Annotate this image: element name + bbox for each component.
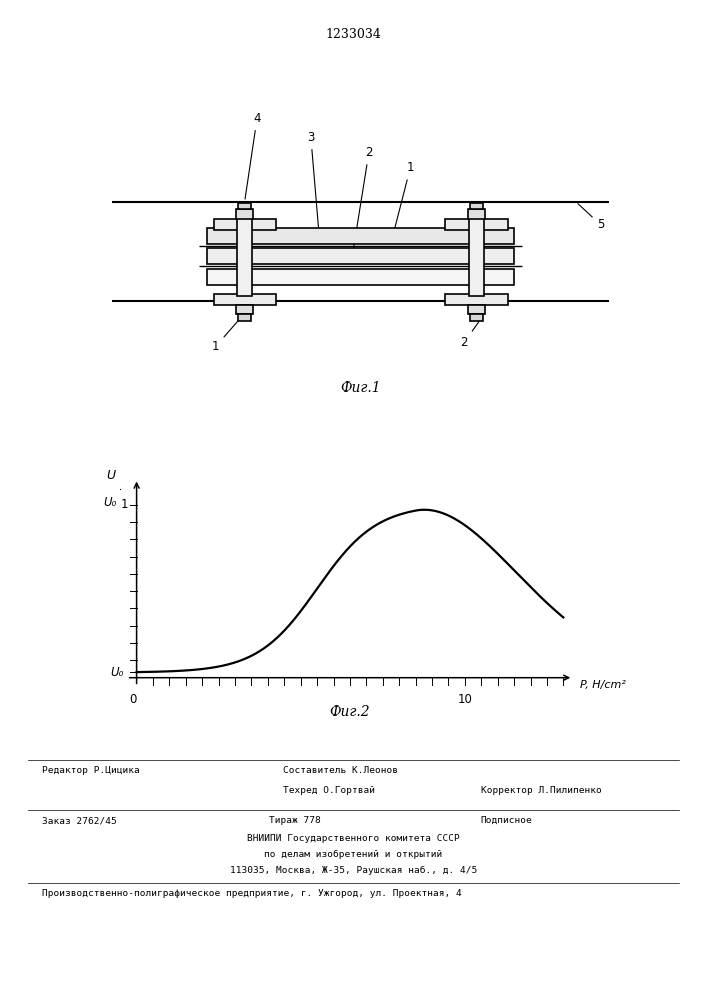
Text: U₀: U₀ bbox=[104, 496, 117, 509]
Text: Редактор Р.Цицика: Редактор Р.Цицика bbox=[42, 766, 140, 775]
Text: Производственно-полиграфическое предприятие, г. Ужгород, ул. Проектная, 4: Производственно-полиграфическое предприя… bbox=[42, 889, 462, 898]
Bar bbox=[445, 219, 508, 230]
Bar bbox=[468, 209, 485, 219]
Text: 4: 4 bbox=[245, 112, 261, 199]
Text: Подписное: Подписное bbox=[481, 816, 532, 825]
Text: 113035, Москва, Ж-35, Раушская наб., д. 4/5: 113035, Москва, Ж-35, Раушская наб., д. … bbox=[230, 866, 477, 875]
Text: U₀: U₀ bbox=[110, 666, 124, 679]
Bar bbox=[238, 203, 251, 209]
Text: 1233034: 1233034 bbox=[325, 28, 382, 41]
Bar bbox=[236, 209, 253, 219]
Bar bbox=[470, 203, 483, 209]
Bar bbox=[207, 269, 514, 285]
Bar bbox=[468, 305, 485, 314]
Text: 1: 1 bbox=[395, 161, 414, 230]
Bar bbox=[207, 248, 514, 264]
Text: Заказ 2762/45: Заказ 2762/45 bbox=[42, 816, 117, 825]
Text: по делам изобретений и открытий: по делам изобретений и открытий bbox=[264, 850, 443, 859]
Text: Фиг.1: Фиг.1 bbox=[340, 381, 381, 395]
Text: Фиг.2: Фиг.2 bbox=[329, 705, 370, 719]
Bar bbox=[236, 305, 253, 314]
Bar bbox=[238, 216, 252, 296]
Text: 3: 3 bbox=[307, 131, 319, 233]
Text: 2: 2 bbox=[353, 146, 373, 253]
Text: 1: 1 bbox=[212, 320, 239, 353]
Text: Корректор Л.Пилипенко: Корректор Л.Пилипенко bbox=[481, 786, 602, 795]
Bar bbox=[238, 314, 251, 321]
Text: Техред О.Гортвай: Техред О.Гортвай bbox=[283, 786, 375, 795]
Text: 2: 2 bbox=[460, 318, 481, 349]
Text: 0: 0 bbox=[129, 693, 137, 706]
Bar bbox=[214, 294, 276, 305]
Bar bbox=[214, 219, 276, 230]
Bar bbox=[207, 228, 514, 244]
Bar bbox=[445, 294, 508, 305]
Bar bbox=[469, 216, 484, 296]
Bar bbox=[470, 314, 483, 321]
Text: ВНИИПИ Государственного комитета СССР: ВНИИПИ Государственного комитета СССР bbox=[247, 834, 460, 843]
Text: 5: 5 bbox=[578, 204, 604, 231]
Text: 1: 1 bbox=[121, 498, 129, 511]
Text: 10: 10 bbox=[457, 693, 472, 706]
Text: Тираж 778: Тираж 778 bbox=[269, 816, 320, 825]
Text: Составитель К.Леонов: Составитель К.Леонов bbox=[283, 766, 398, 775]
Text: P, H/cm²: P, H/cm² bbox=[580, 680, 626, 690]
Text: U: U bbox=[106, 469, 115, 482]
